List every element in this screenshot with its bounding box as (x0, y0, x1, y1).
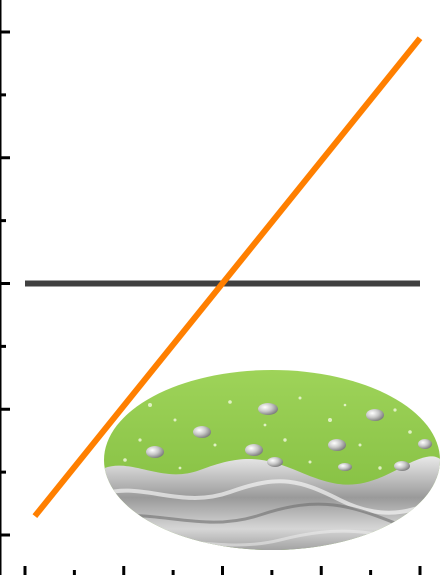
series-layer (25, 36, 423, 519)
axes (0, 0, 422, 575)
series-line-1 (32, 36, 423, 519)
droplets-on-wavy-metal-surface-image (104, 370, 440, 550)
droplets (146, 403, 432, 471)
x-axis-ticks (23, 566, 422, 575)
y-axis-ticks (0, 30, 10, 537)
